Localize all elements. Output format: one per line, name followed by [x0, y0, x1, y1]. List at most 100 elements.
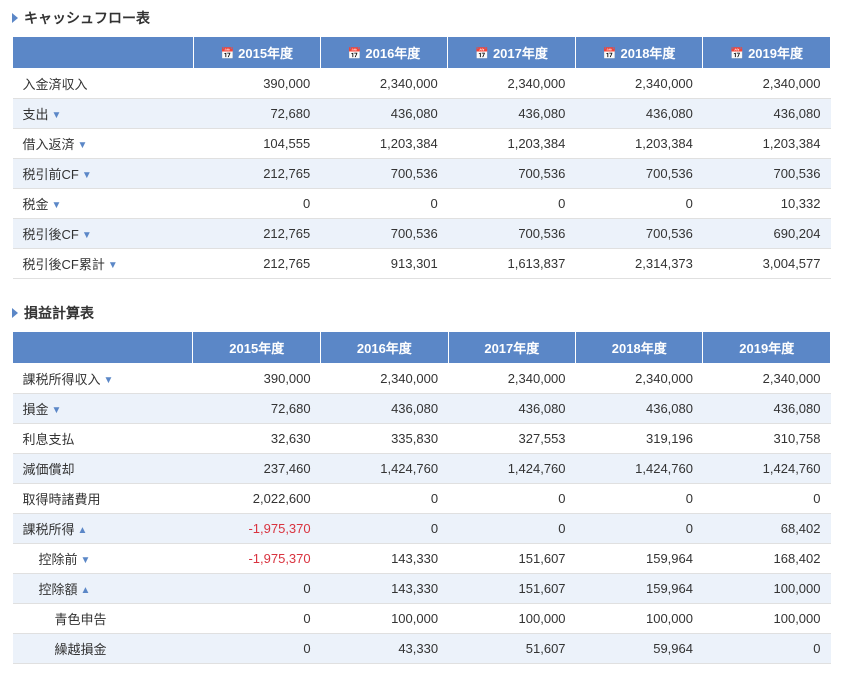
table-row: 借入返済▼104,5551,203,3841,203,3841,203,3841…	[13, 129, 831, 159]
table-row: 繰越損金043,33051,60759,9640	[13, 634, 831, 664]
cell-value: 143,330	[321, 544, 448, 574]
cell-value: 436,080	[703, 394, 831, 424]
cell-value: 0	[448, 484, 575, 514]
year-header: 2018年度	[576, 332, 703, 364]
cell-value: 1,203,384	[448, 129, 576, 159]
calendar-icon: 📅	[348, 47, 362, 60]
cell-value: 1,203,384	[703, 129, 831, 159]
pl-header-blank	[13, 332, 193, 364]
chevron-up-icon[interactable]: ▲	[78, 525, 88, 536]
pl-title-text: 損益計算表	[24, 303, 94, 323]
cell-value: 51,607	[448, 634, 575, 664]
cell-value: 2,340,000	[320, 69, 448, 99]
cell-value: 700,536	[575, 219, 703, 249]
cell-value: 0	[576, 514, 703, 544]
row-label: 繰越損金	[13, 634, 193, 664]
row-label: 税引後CF▼	[13, 219, 194, 249]
cell-value: 59,964	[576, 634, 703, 664]
table-row: 減価償却237,4601,424,7601,424,7601,424,7601,…	[13, 454, 831, 484]
chevron-down-icon[interactable]: ▼	[108, 260, 118, 271]
chevron-up-icon[interactable]: ▲	[81, 585, 91, 596]
cell-value: 436,080	[448, 99, 576, 129]
cell-value: 310,758	[703, 424, 831, 454]
cell-value: 0	[321, 484, 448, 514]
cell-value: 913,301	[320, 249, 448, 279]
cell-value: 2,340,000	[703, 69, 831, 99]
cell-value: 0	[193, 189, 320, 219]
row-label: 取得時諸費用	[13, 484, 193, 514]
year-label: 2017年度	[493, 46, 548, 61]
cell-value: 1,203,384	[575, 129, 703, 159]
year-header: 📅2015年度	[193, 37, 320, 69]
cell-value: 212,765	[193, 219, 320, 249]
table-row: 控除額▲0143,330151,607159,964100,000	[13, 574, 831, 604]
cell-value: 0	[448, 514, 575, 544]
triangle-icon	[12, 13, 18, 23]
calendar-icon: 📅	[603, 47, 617, 60]
cell-value: 151,607	[448, 574, 575, 604]
table-row: 税引前CF▼212,765700,536700,536700,536700,53…	[13, 159, 831, 189]
cell-value: 0	[576, 484, 703, 514]
year-label: 2018年度	[612, 341, 667, 356]
triangle-icon	[12, 308, 18, 318]
chevron-down-icon[interactable]: ▼	[82, 170, 92, 181]
pl-table: 2015年度 2016年度 2017年度 2018年度 2019年度 課税所得収…	[12, 331, 831, 664]
table-row: 税引後CF累計▼212,765913,3011,613,8372,314,373…	[13, 249, 831, 279]
cell-value: 0	[575, 189, 703, 219]
calendar-icon: 📅	[220, 47, 234, 60]
chevron-down-icon[interactable]: ▼	[104, 375, 114, 386]
year-label: 2019年度	[739, 341, 794, 356]
chevron-down-icon[interactable]: ▼	[81, 555, 91, 566]
cell-value: 2,314,373	[575, 249, 703, 279]
row-label: 課税所得▲	[13, 514, 193, 544]
chevron-down-icon[interactable]: ▼	[82, 230, 92, 241]
cell-value: 212,765	[193, 159, 320, 189]
cell-value: 237,460	[193, 454, 321, 484]
cell-value: 390,000	[193, 69, 320, 99]
cell-value: 436,080	[575, 99, 703, 129]
row-label: 入金済収入	[13, 69, 194, 99]
row-label: 損金▼	[13, 394, 193, 424]
cell-value: 159,964	[576, 574, 703, 604]
year-label: 2016年度	[365, 46, 420, 61]
cell-value: 436,080	[576, 394, 703, 424]
cashflow-header-row: 📅2015年度 📅2016年度 📅2017年度 📅2018年度 📅2019年度	[13, 37, 831, 69]
chevron-down-icon[interactable]: ▼	[52, 200, 62, 211]
pl-header-row: 2015年度 2016年度 2017年度 2018年度 2019年度	[13, 332, 831, 364]
cell-value: 104,555	[193, 129, 320, 159]
calendar-icon: 📅	[730, 47, 744, 60]
cell-value: 72,680	[193, 99, 320, 129]
cell-value: 2,022,600	[193, 484, 321, 514]
year-header: 📅2017年度	[448, 37, 576, 69]
cell-value: 0	[321, 514, 448, 544]
table-row: 取得時諸費用2,022,6000000	[13, 484, 831, 514]
table-row: 税引後CF▼212,765700,536700,536700,536690,20…	[13, 219, 831, 249]
cell-value: 0	[703, 484, 831, 514]
cell-value: 72,680	[193, 394, 321, 424]
year-label: 2017年度	[484, 341, 539, 356]
chevron-down-icon[interactable]: ▼	[78, 140, 88, 151]
cell-value: 1,613,837	[448, 249, 576, 279]
chevron-down-icon[interactable]: ▼	[52, 110, 62, 121]
cell-value: 0	[193, 634, 321, 664]
row-label: 減価償却	[13, 454, 193, 484]
cell-value: 700,536	[703, 159, 831, 189]
cell-value: 0	[448, 189, 576, 219]
cell-value: -1,975,370	[193, 544, 321, 574]
table-row: 税金▼000010,332	[13, 189, 831, 219]
cell-value: 2,340,000	[576, 364, 703, 394]
cell-value: 212,765	[193, 249, 320, 279]
cell-value: 32,630	[193, 424, 321, 454]
cell-value: 2,340,000	[448, 69, 576, 99]
row-label: 控除額▲	[13, 574, 193, 604]
cell-value: 0	[703, 634, 831, 664]
row-label: 利息支払	[13, 424, 193, 454]
row-label: 借入返済▼	[13, 129, 194, 159]
cell-value: 700,536	[448, 159, 576, 189]
cell-value: 0	[193, 574, 321, 604]
cell-value: 390,000	[193, 364, 321, 394]
year-header: 2017年度	[448, 332, 575, 364]
year-header: 📅2016年度	[320, 37, 448, 69]
chevron-down-icon[interactable]: ▼	[52, 405, 62, 416]
table-row: 入金済収入390,0002,340,0002,340,0002,340,0002…	[13, 69, 831, 99]
